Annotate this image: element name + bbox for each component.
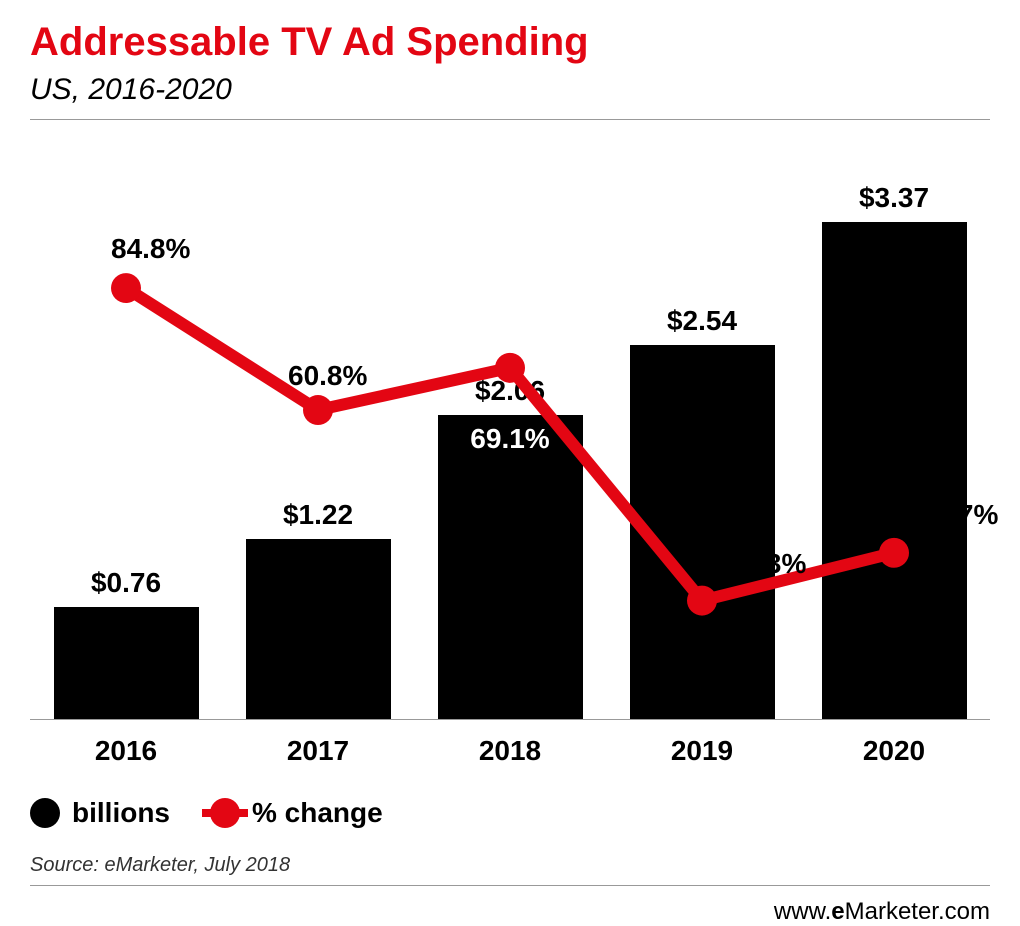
bar: [630, 345, 775, 719]
bar-inside-label: 69.1%: [470, 423, 549, 455]
bar-value-label: $2.54: [667, 305, 737, 337]
bar-value-label: $0.76: [91, 567, 161, 599]
legend-item-billions: billions: [30, 797, 170, 829]
bar-value-label: $1.22: [283, 499, 353, 531]
x-tick-label: 2019: [630, 735, 775, 767]
legend-swatch-bar: [30, 798, 60, 828]
footer-divider: [30, 885, 990, 886]
line-value-label: 32.7%: [919, 499, 998, 531]
x-tick-label: 2018: [438, 735, 583, 767]
line-value-label: 23.3%: [727, 548, 806, 580]
legend: billions % change: [30, 797, 990, 829]
x-axis: 2016 2017 2018 2019 2020: [30, 735, 990, 767]
bar: [438, 415, 583, 719]
bar-group: $2.54: [630, 345, 775, 719]
legend-label: % change: [252, 797, 383, 829]
line-value-label: 60.8%: [288, 360, 367, 392]
legend-label: billions: [72, 797, 170, 829]
bar: [54, 607, 199, 719]
bar: [822, 222, 967, 719]
legend-item-change: % change: [210, 797, 383, 829]
bar-group: $1.22: [246, 539, 391, 719]
bar: [246, 539, 391, 719]
bar-group: $3.37: [822, 222, 967, 719]
watermark: www.eMarketer.com: [30, 898, 990, 926]
source-text: Source: eMarketer, July 2018: [30, 854, 990, 877]
bar-group: $2.0669.1%: [438, 415, 583, 719]
x-tick-label: 2017: [246, 735, 391, 767]
x-tick-label: 2016: [54, 735, 199, 767]
chart-subtitle: US, 2016-2020: [30, 73, 990, 107]
x-tick-label: 2020: [822, 735, 967, 767]
line-value-label: 84.8%: [111, 233, 190, 265]
bar-group: $0.76: [54, 607, 199, 719]
legend-swatch-line: [210, 798, 240, 828]
chart-plot-area: $0.76$1.22$2.0669.1%$2.54$3.37 84.8%60.8…: [30, 160, 990, 720]
header-divider: [30, 119, 990, 120]
bar-value-label: $2.06: [475, 375, 545, 407]
chart-title: Addressable TV Ad Spending: [30, 20, 990, 65]
bar-value-label: $3.37: [859, 182, 929, 214]
